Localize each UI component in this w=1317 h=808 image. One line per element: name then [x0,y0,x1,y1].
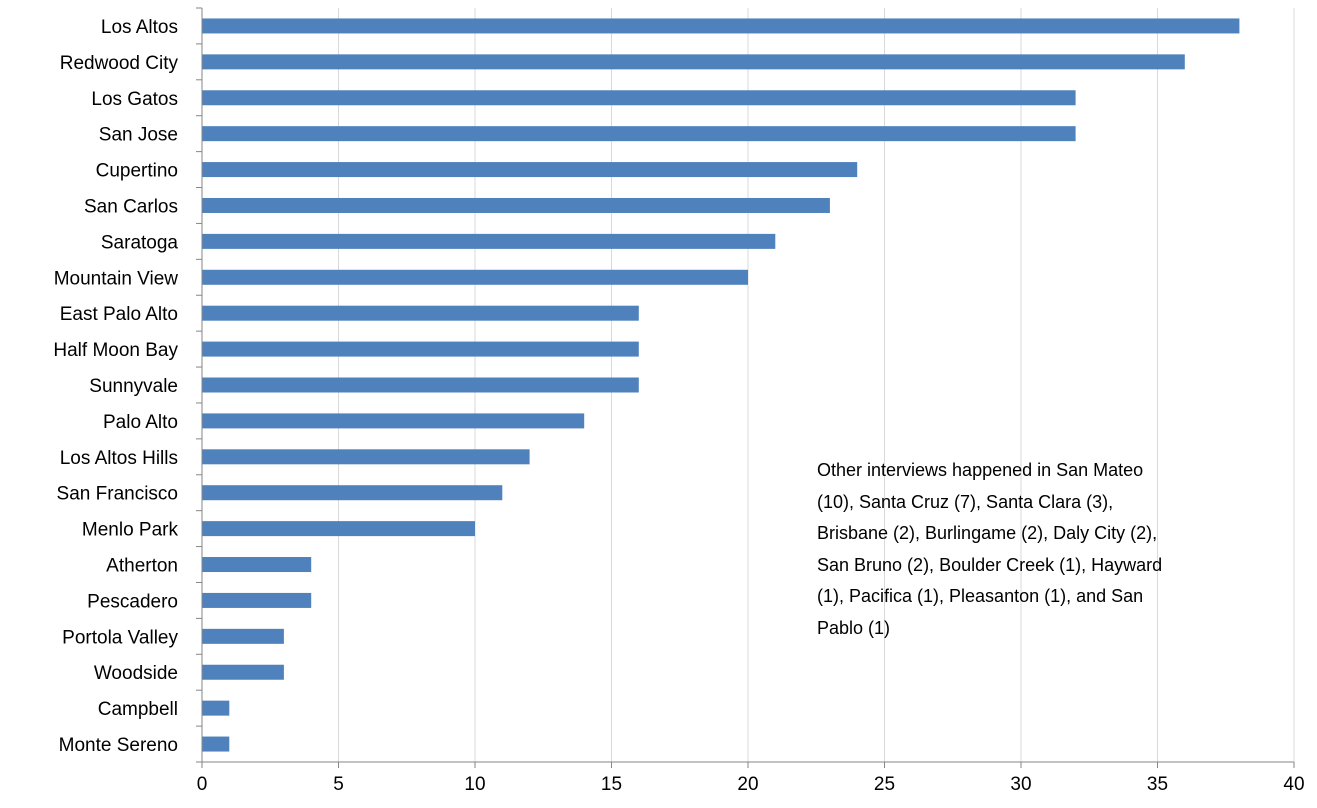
category-label: East Palo Alto [60,304,178,325]
bar [202,628,284,644]
bar [202,233,776,249]
category-label: Redwood City [60,53,179,74]
category-labels: Los Altos Redwood City Los Gatos San Jose Cu… [53,17,178,756]
axes [196,7,1295,768]
bar [202,162,858,178]
bar [202,18,1240,34]
x-tick-label: 40 [1283,774,1304,795]
bar [202,485,503,501]
x-tick-label: 0 [197,774,208,795]
category-label: Half Moon Bay [53,340,178,361]
bar [202,197,830,213]
x-tick-label: 20 [737,774,758,795]
x-tick-label: 25 [874,774,895,795]
bar [202,305,639,321]
bar [202,557,312,573]
category-label: Mountain View [54,268,179,289]
category-label: San Jose [99,125,178,146]
bar [202,521,475,537]
category-label: Sunnyvale [89,376,178,397]
x-tick-labels: 0 5 10 15 20 25 30 35 40 [197,774,1305,795]
category-label: Los Altos [101,17,178,38]
category-label: Los Altos Hills [60,448,178,469]
bar [202,736,230,752]
bar [202,592,312,608]
bar [202,377,639,393]
bar [202,126,1076,142]
bar [202,269,748,285]
category-label: Portola Valley [62,627,178,648]
x-tick-label: 10 [464,774,485,795]
category-label: Atherton [106,556,178,577]
bar [202,449,530,465]
category-label: Los Gatos [91,89,178,110]
bars [202,18,1240,752]
x-tick-label: 5 [333,774,344,795]
x-tick-label: 30 [1010,774,1031,795]
bar [202,341,639,357]
category-label: San Francisco [57,484,178,505]
bar [202,413,585,429]
category-label: Palo Alto [103,412,178,433]
x-tick-label: 15 [601,774,622,795]
category-label: Woodside [94,663,178,684]
category-label: Saratoga [101,232,179,253]
bar [202,664,284,680]
category-label: Monte Sereno [59,735,178,756]
category-label: Campbell [98,699,178,720]
bar [202,54,1185,70]
bar [202,700,230,716]
x-tick-label: 35 [1147,774,1168,795]
category-label: Cupertino [96,161,178,182]
category-label: Pescadero [87,591,178,612]
category-label: Menlo Park [82,520,179,541]
category-label: San Carlos [84,196,178,217]
annotation-note: Other interviews happened in San Mateo (… [817,460,1163,638]
bar [202,90,1076,106]
